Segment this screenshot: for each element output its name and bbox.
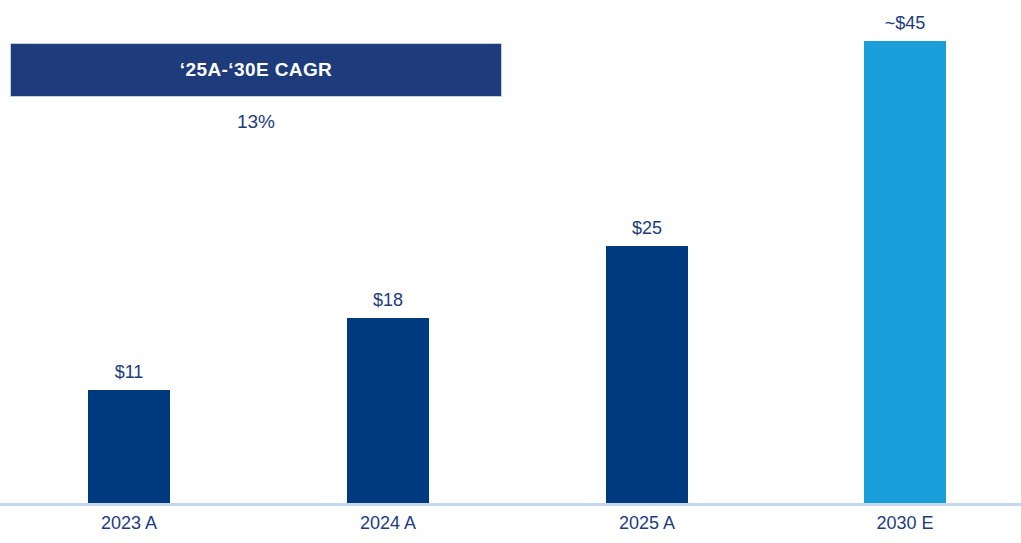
category-label: 2025 A	[587, 512, 707, 534]
bar-2023-a	[88, 390, 170, 503]
cagr-value: 13%	[10, 110, 502, 134]
category-label: 2024 A	[328, 512, 448, 534]
bar-2030-e	[864, 41, 946, 503]
bar-2024-a	[347, 318, 429, 503]
bar-value-label: $25	[587, 218, 707, 239]
bar-value-label: ~$45	[845, 13, 965, 34]
bar-value-label: $18	[328, 290, 448, 311]
cagr-banner-label: ‘25A-‘30E CAGR	[180, 59, 332, 81]
x-axis-line	[0, 503, 1021, 506]
cagr-banner: ‘25A-‘30E CAGR	[10, 43, 502, 97]
bar-value-label: $11	[69, 362, 189, 383]
category-label: 2023 A	[69, 512, 189, 534]
bar-2025-a	[606, 246, 688, 503]
chart-canvas: ‘25A-‘30E CAGR 13% $11 2023 A $18 2024 A $25…	[0, 0, 1021, 543]
category-label: 2030 E	[845, 512, 965, 534]
